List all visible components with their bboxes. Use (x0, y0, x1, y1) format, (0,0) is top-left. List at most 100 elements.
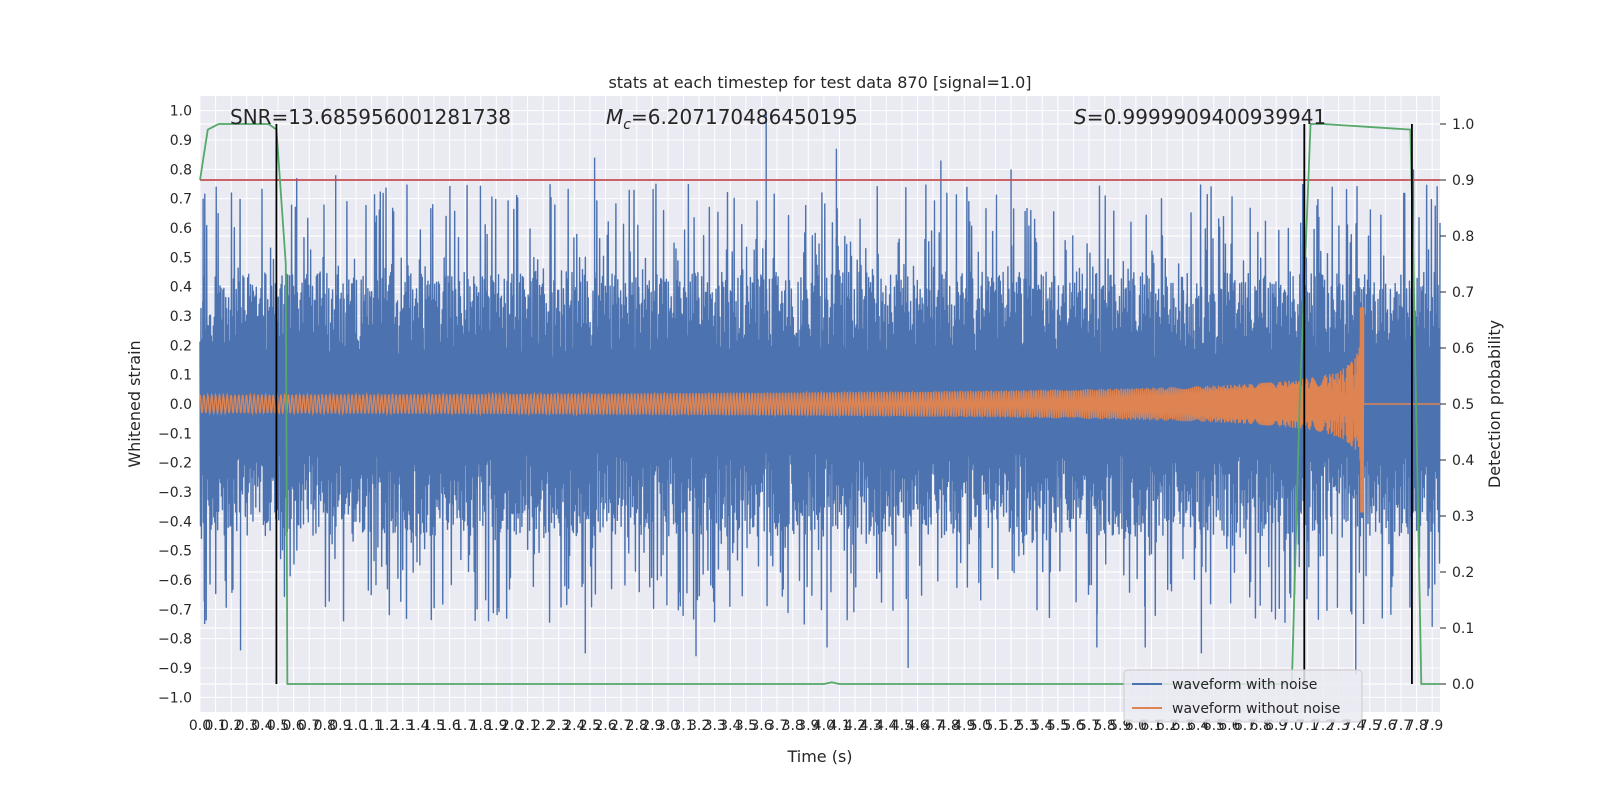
x-tick-label-20: 2.0 (501, 718, 523, 734)
overlay-lines (199, 123, 1440, 685)
chirp-mass-symbol: M (606, 105, 623, 129)
y-tick-label-left-5: −0.5 (158, 544, 192, 560)
x-tick-label-28: 2.8 (626, 718, 648, 734)
x-tick-label-21: 2.1 (516, 718, 538, 734)
score-value: =0.9999909400939941 (1087, 105, 1326, 129)
x-tick-label-25: 2.5 (579, 718, 601, 734)
y-tick-label-right-5: 0.5 (1452, 397, 1474, 413)
x-tick-label-19: 1.9 (485, 718, 507, 734)
x-tick-label-50: 5.0 (969, 718, 991, 734)
x-tick-label-41: 4.1 (828, 718, 850, 734)
x-tick-label-58: 5.8 (1094, 718, 1116, 734)
clean-waveform (199, 307, 1440, 513)
y-tick-label-right-10: 1.0 (1452, 117, 1474, 133)
x-tick-label-4: 0.4 (251, 718, 273, 734)
x-tick-label-18: 1.8 (470, 718, 492, 734)
x-tick-label-26: 2.6 (594, 718, 616, 734)
x-tick-label-51: 5.1 (984, 718, 1006, 734)
x-tick-label-56: 5.6 (1062, 718, 1084, 734)
y-tick-label-left-9: −0.1 (158, 426, 192, 442)
y-tick-label-left-19: 0.9 (170, 133, 192, 149)
score-annotation: S=0.9999909400939941 (1074, 105, 1326, 129)
legend: waveform with noise waveform without noi… (1123, 669, 1363, 723)
legend-label-clean: waveform without noise (1172, 701, 1340, 717)
x-tick-label-49: 4.9 (953, 718, 975, 734)
x-tick-label-54: 5.4 (1031, 718, 1053, 734)
y-tick-label-right-1: 0.1 (1452, 621, 1474, 637)
x-tick-label-32: 3.2 (688, 718, 710, 734)
x-tick-label-23: 2.3 (548, 718, 570, 734)
y-tick-label-right-0: 0.0 (1452, 677, 1474, 693)
x-tick-label-3: 0.3 (236, 718, 258, 734)
x-tick-label-57: 5.7 (1078, 718, 1100, 734)
x-tick-label-34: 3.4 (719, 718, 741, 734)
y-tick-label-left-3: −0.7 (158, 602, 192, 618)
legend-box (1123, 669, 1363, 723)
x-tick-label-47: 4.7 (922, 718, 944, 734)
y-tick-label-left-20: 1.0 (170, 104, 192, 120)
chirp-mass-value: =6.207170486450195 (631, 105, 858, 129)
x-tick-label-35: 3.5 (735, 718, 757, 734)
x-tick-label-14: 1.4 (407, 718, 429, 734)
x-tick-label-17: 1.7 (454, 718, 476, 734)
x-tick-label-37: 3.7 (766, 718, 788, 734)
x-tick-label-5: 0.5 (267, 718, 289, 734)
x-tick-label-0: 0.0 (189, 718, 211, 734)
y-axis-label-left: Whitened strain (125, 340, 144, 467)
x-tick-label-39: 3.9 (797, 718, 819, 734)
y-tick-label-left-11: 0.1 (170, 368, 192, 384)
y-tick-label-left-7: −0.3 (158, 485, 192, 501)
x-tick-label-42: 4.2 (844, 718, 866, 734)
x-tick-label-22: 2.2 (532, 718, 554, 734)
x-tick-label-40: 4.0 (813, 718, 835, 734)
y-tick-label-right-3: 0.3 (1452, 509, 1474, 525)
x-tick-label-55: 5.5 (1047, 718, 1069, 734)
snr-text: SNR=13.685956001281738 (230, 105, 511, 129)
x-tick-label-76: 7.6 (1374, 718, 1396, 734)
x-tick-label-16: 1.6 (438, 718, 460, 734)
y-tick-label-left-6: −0.4 (158, 514, 192, 530)
y-tick-label-right-4: 0.4 (1452, 453, 1474, 469)
x-tick-label-1: 0.1 (204, 718, 226, 734)
y-tick-label-right-2: 0.2 (1452, 565, 1474, 581)
y-tick-label-left-15: 0.5 (170, 250, 192, 266)
x-tick-label-38: 3.8 (782, 718, 804, 734)
snr-annotation: SNR=13.685956001281738 (230, 105, 511, 129)
x-tick-label-44: 4.4 (875, 718, 897, 734)
chirp-mass-subscript: c (623, 117, 631, 133)
y-tick-label-left-17: 0.7 (170, 192, 192, 208)
y-tick-label-right-9: 0.9 (1452, 173, 1474, 189)
x-axis-label: Time (s) (786, 747, 852, 766)
x-tick-label-27: 2.7 (610, 718, 632, 734)
y-tick-label-left-4: −0.6 (158, 573, 192, 589)
x-tick-label-79: 7.9 (1421, 718, 1443, 734)
score-symbol: S (1074, 105, 1087, 129)
x-tick-label-59: 5.9 (1109, 718, 1131, 734)
x-tick-label-8: 0.8 (314, 718, 336, 734)
y-tick-label-left-2: −0.8 (158, 632, 192, 648)
x-tick-label-13: 1.3 (392, 718, 414, 734)
y-tick-label-right-8: 0.8 (1452, 229, 1474, 245)
x-tick-label-53: 5.3 (1016, 718, 1038, 734)
y-tick-label-left-13: 0.3 (170, 309, 192, 325)
y-axis-label-right: Detection probability (1485, 320, 1504, 488)
x-tick-label-10: 1.0 (345, 718, 367, 734)
chart-title: stats at each timestep for test data 870… (608, 73, 1031, 92)
x-tick-label-24: 2.4 (563, 718, 585, 734)
x-tick-label-15: 1.5 (423, 718, 445, 734)
x-tick-label-78: 7.8 (1405, 718, 1427, 734)
x-tick-label-77: 7.7 (1390, 718, 1412, 734)
y-tick-label-left-14: 0.4 (170, 280, 192, 296)
x-tick-label-75: 7.5 (1359, 718, 1381, 734)
x-tick-label-2: 0.2 (220, 718, 242, 734)
x-tick-label-6: 0.6 (282, 718, 304, 734)
x-tick-label-46: 4.6 (906, 718, 928, 734)
y-tick-label-right-6: 0.6 (1452, 341, 1474, 357)
chirp-mass-annotation: Mc=6.207170486450195 (606, 105, 858, 133)
x-tick-label-12: 1.2 (376, 718, 398, 734)
y-tick-label-right-7: 0.7 (1452, 285, 1474, 301)
y-tick-label-left-18: 0.8 (170, 162, 192, 178)
x-tick-label-48: 4.8 (938, 718, 960, 734)
